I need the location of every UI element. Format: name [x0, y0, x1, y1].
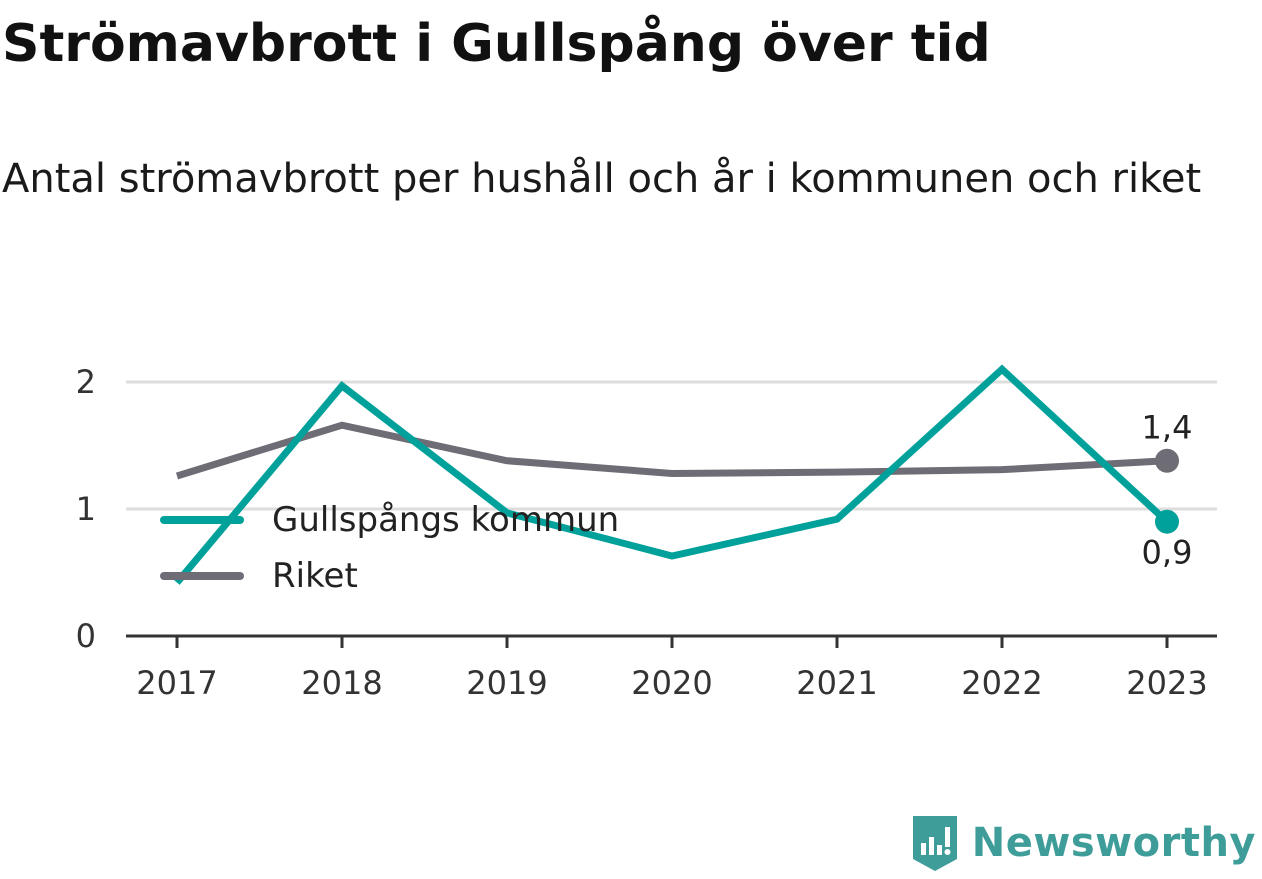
legend-swatch-gullspang: [160, 516, 244, 524]
chart-subtitle: Antal strömavbrott per hushåll och år i …: [2, 156, 1202, 202]
x-tick-label-2018: 2018: [301, 664, 382, 702]
brand-name: Newsworthy: [971, 820, 1256, 866]
end-markers: 0,9 1,4: [1142, 409, 1193, 572]
brand-logo: Newsworthy: [910, 811, 1256, 875]
x-tick-label-2019: 2019: [466, 664, 547, 702]
legend-label-gullspang: Gullspångs kommun: [272, 500, 620, 540]
y-tick-label-0: 0: [76, 617, 96, 655]
y-tick-label-1: 1: [76, 490, 96, 528]
series-lines: [174, 364, 1170, 585]
y-axis-ticks: 0 1 2: [76, 363, 96, 655]
legend: Gullspångs kommun Riket: [160, 492, 680, 604]
data-label-0: 0,9: [1142, 534, 1193, 572]
gridlines: [126, 380, 1217, 511]
series-line-1: [175, 421, 1168, 480]
x-tick-label-2021: 2021: [796, 664, 877, 702]
end-marker-1: [1155, 448, 1179, 473]
end-marker-0: [1155, 509, 1179, 534]
legend-label-riket: Riket: [272, 556, 358, 596]
x-axis-ticks: 2017 2018 2019 2020 2021 2022 2023: [136, 636, 1208, 702]
newsworthy-logo-icon: [912, 816, 957, 871]
chart-title: Strömavbrott i Gullspång över tid: [2, 14, 991, 74]
legend-item-riket: Riket: [160, 548, 680, 604]
x-tick-label-2017: 2017: [136, 664, 217, 702]
y-tick-label-2: 2: [76, 363, 96, 401]
legend-swatch-riket: [160, 572, 244, 580]
x-tick-label-2020: 2020: [631, 664, 712, 702]
data-label-1: 1,4: [1142, 409, 1193, 447]
legend-item-gullspang: Gullspångs kommun: [160, 492, 680, 548]
series-line-0: [174, 364, 1170, 585]
x-tick-label-2023: 2023: [1126, 664, 1207, 702]
x-tick-label-2022: 2022: [961, 664, 1042, 702]
